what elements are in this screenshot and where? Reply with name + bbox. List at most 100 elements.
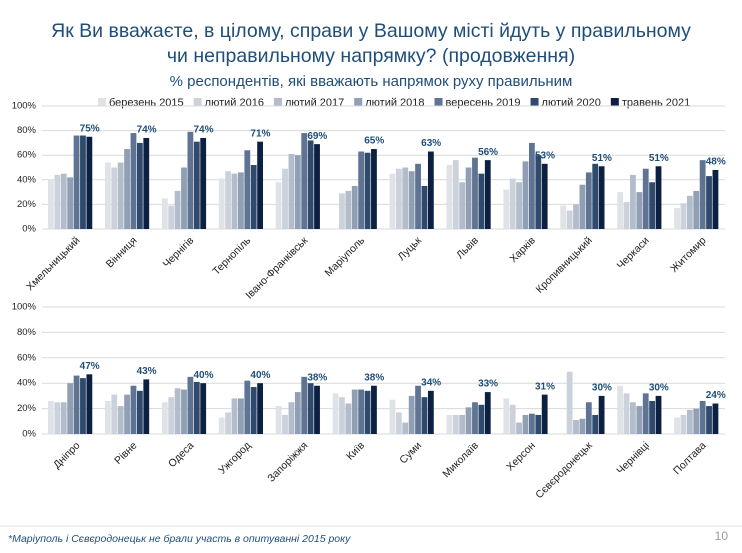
value-label: 69% xyxy=(307,131,327,142)
bar xyxy=(143,379,150,434)
x-tick-label: Чернігів xyxy=(161,234,197,270)
x-tick-label: Вінниця xyxy=(104,235,140,271)
bar xyxy=(294,155,301,229)
x-tick-label: Івано-Франківськ xyxy=(243,234,310,301)
x-tick-label: Кропивницький xyxy=(534,235,595,296)
bar xyxy=(617,385,624,434)
title-line: Як Ви вважаєте, в цілому, справи у Вашом… xyxy=(51,20,691,42)
footnote: *Маріуполь і Сєвєродонецьк не брали учас… xyxy=(8,533,351,545)
bar xyxy=(339,397,345,434)
bar xyxy=(288,153,295,229)
legend-swatch xyxy=(273,98,282,106)
bar xyxy=(472,157,478,229)
bar xyxy=(80,378,86,434)
y-tick-label: 60% xyxy=(17,352,37,363)
bar xyxy=(585,172,592,229)
bar xyxy=(636,192,643,229)
bar xyxy=(636,406,643,434)
bar xyxy=(484,160,491,229)
value-label: 56% xyxy=(478,147,498,158)
bar xyxy=(48,400,54,434)
bar xyxy=(257,383,264,434)
bar xyxy=(294,392,301,434)
bar xyxy=(225,412,232,434)
y-tick-label: 100% xyxy=(12,101,37,112)
legend-swatch xyxy=(354,98,363,106)
bar xyxy=(86,374,93,434)
bar xyxy=(244,150,251,229)
bar xyxy=(143,137,150,229)
bar xyxy=(389,399,396,434)
bar xyxy=(649,182,656,229)
bar xyxy=(111,167,118,229)
bar xyxy=(535,155,542,229)
bar xyxy=(364,152,371,229)
x-tick-label: Житомир xyxy=(668,234,708,274)
bar xyxy=(516,422,522,434)
bar xyxy=(427,151,434,229)
bar xyxy=(339,193,345,229)
x-tick-label: Луцьк xyxy=(396,234,425,263)
bar xyxy=(402,422,409,434)
value-label: 34% xyxy=(421,377,441,388)
bar xyxy=(446,165,453,229)
bar xyxy=(358,151,365,229)
bar xyxy=(111,394,118,434)
y-tick-label: 60% xyxy=(17,150,37,161)
bar xyxy=(54,402,61,434)
bar xyxy=(712,169,719,229)
bar xyxy=(307,140,314,229)
bar xyxy=(307,383,314,434)
bar xyxy=(415,385,421,434)
bar xyxy=(218,417,225,434)
x-tick-label: Миколаїв xyxy=(440,439,481,480)
bar xyxy=(680,414,687,434)
y-tick-label: 40% xyxy=(17,174,37,185)
bar xyxy=(592,163,599,229)
bar xyxy=(60,173,67,229)
bar xyxy=(332,393,339,434)
x-tick-label: Черкаси xyxy=(615,235,652,272)
bar xyxy=(351,389,358,434)
bar xyxy=(655,395,662,434)
bar xyxy=(459,414,466,434)
bar xyxy=(73,375,80,434)
bar xyxy=(174,388,181,434)
legend-label: лютий 2017 xyxy=(285,97,344,109)
x-tick-label: Полтава xyxy=(671,439,709,477)
bar xyxy=(124,394,130,434)
value-label: 51% xyxy=(592,153,612,164)
bar xyxy=(699,400,706,434)
x-tick-label: Хмельницький xyxy=(24,235,83,294)
bar xyxy=(623,201,630,229)
bar xyxy=(358,389,365,434)
legend-swatch xyxy=(434,98,443,106)
bar xyxy=(250,387,257,434)
x-tick-label: Херсон xyxy=(504,439,538,473)
bar xyxy=(124,149,130,229)
bar xyxy=(459,182,466,229)
bar xyxy=(478,404,485,434)
y-tick-label: 0% xyxy=(22,429,36,440)
legend-label: лютий 2020 xyxy=(542,97,601,109)
bar xyxy=(314,144,320,229)
y-tick-label: 0% xyxy=(22,224,36,235)
bar xyxy=(541,394,548,434)
legend-label: березень 2015 xyxy=(109,97,184,109)
bar xyxy=(351,185,358,229)
bar xyxy=(200,383,207,434)
bar xyxy=(472,402,478,434)
y-tick-label: 100% xyxy=(12,302,37,313)
bar xyxy=(541,163,548,229)
bar xyxy=(630,174,636,229)
bar xyxy=(238,172,244,229)
bar xyxy=(314,385,320,434)
bar xyxy=(60,402,67,434)
value-label: 30% xyxy=(649,383,669,394)
legend-swatch xyxy=(530,98,539,106)
bar xyxy=(630,402,636,434)
bar xyxy=(649,400,656,434)
value-label: 53% xyxy=(535,150,555,161)
bar xyxy=(301,376,308,434)
bar xyxy=(244,380,251,434)
